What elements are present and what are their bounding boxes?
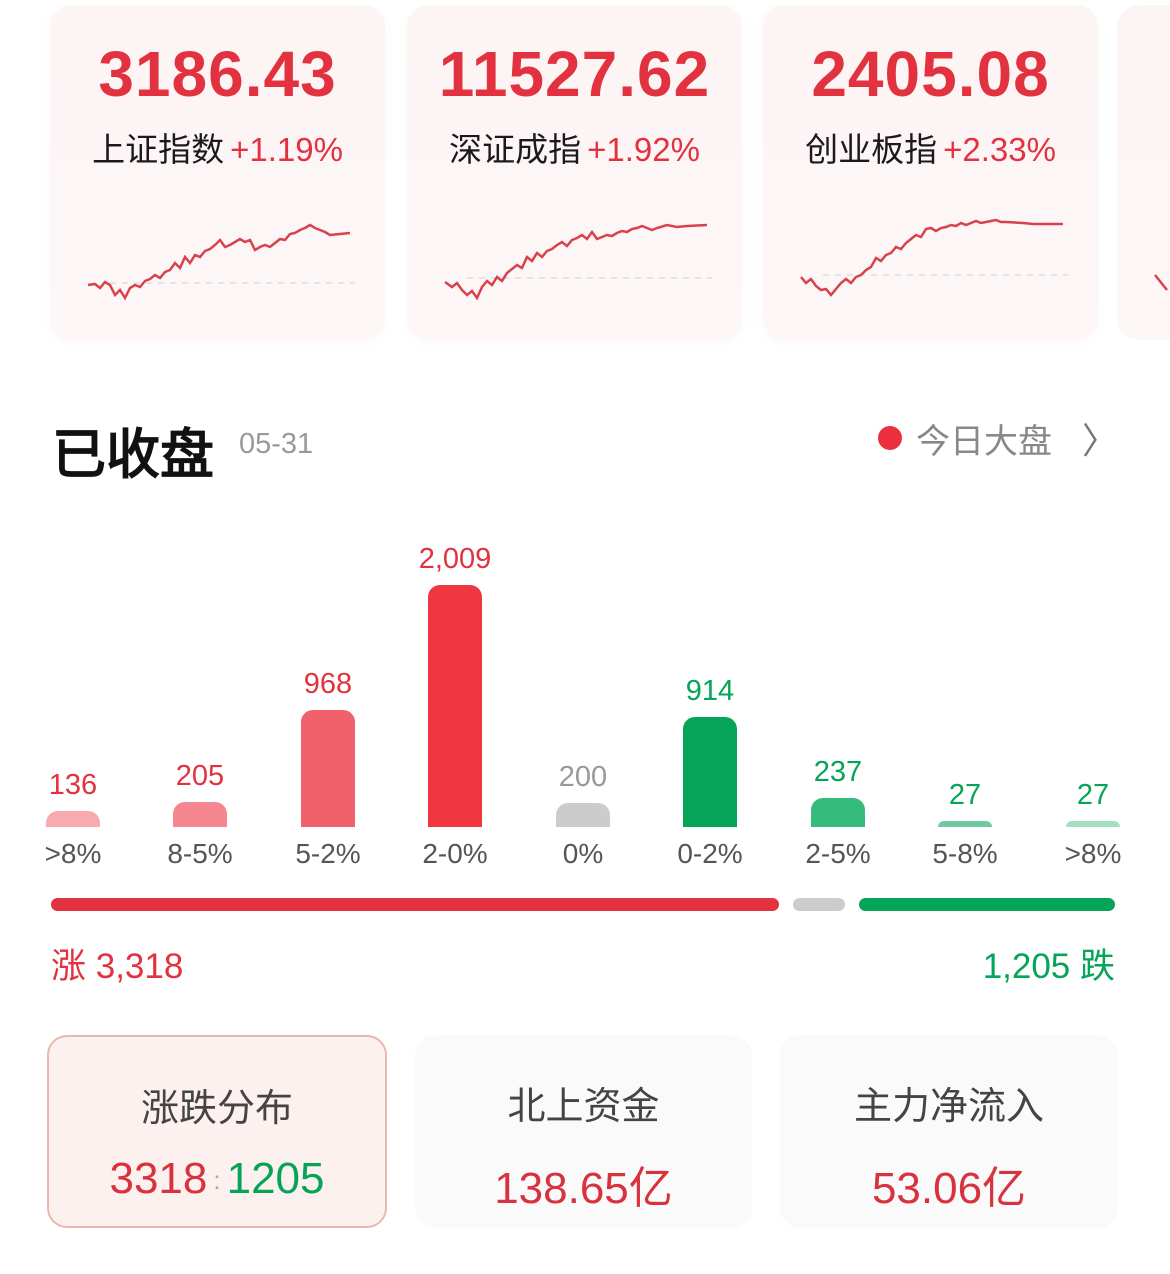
index-card-sh[interactable]: 3186.43 上证指数 +1.19%: [50, 5, 385, 340]
bar-value-label: 914: [685, 674, 735, 707]
card-title: 北上资金: [507, 1086, 660, 1128]
sparkline: [87, 223, 355, 301]
sparkline-path: [87, 223, 351, 301]
sparkline-path: [444, 223, 708, 301]
index-card-sz[interactable]: 11527.62 深证成指 +1.92%: [407, 5, 742, 340]
index-value: 3186.43: [98, 38, 337, 110]
bar-value-label: 27: [1076, 779, 1110, 811]
down-count: 1,205 跌: [982, 947, 1115, 986]
down-value: 1205: [226, 1154, 325, 1203]
index-change: +1.19%: [230, 131, 343, 168]
sparkline: [444, 223, 712, 301]
down-ratio-bar: [858, 898, 1115, 911]
bar-value-label: 2,009: [418, 543, 492, 575]
status-dot-icon: [877, 426, 902, 450]
bar[interactable]: [428, 585, 482, 827]
bar-value-label: 136: [48, 768, 98, 801]
card-value: 138.65亿: [494, 1164, 673, 1213]
card-title: 涨跌分布: [140, 1088, 293, 1130]
index-name: 创业板指: [805, 131, 938, 168]
section-title: 已收盘: [52, 425, 214, 485]
bar-value-label: 968: [303, 668, 353, 701]
ratio-separator: :: [213, 1165, 221, 1195]
sparkline-path: [800, 218, 1063, 297]
index-name: 上证指数: [92, 131, 225, 168]
index-value: 11527.62: [438, 38, 711, 110]
bar[interactable]: [556, 802, 610, 827]
bar[interactable]: [301, 710, 355, 827]
bar[interactable]: [811, 798, 865, 827]
bar[interactable]: [46, 810, 100, 827]
bar[interactable]: [1066, 821, 1120, 827]
tab-main-net-inflow[interactable]: 主力净流入 53.06亿: [780, 1035, 1118, 1228]
bar-value-label: 200: [558, 760, 608, 793]
sparkline: [800, 218, 1068, 297]
up-count: 涨 3,318: [51, 947, 184, 986]
today-market-label: 今日大盘: [915, 422, 1052, 461]
index-change: +2.33%: [943, 131, 1056, 168]
index-name: 深证成指: [449, 131, 582, 168]
flat-ratio-bar: [792, 898, 845, 911]
tab-up-down-distribution[interactable]: 涨跌分布 3318:1205: [47, 1035, 387, 1228]
bar-category-label: 5-8%: [932, 838, 998, 869]
bar-value-label: 237: [813, 756, 863, 789]
bar-category-label: 0-2%: [677, 838, 743, 869]
up-value: 3318: [109, 1154, 208, 1203]
index-card-cy[interactable]: 2405.08 创业板指 +2.33%: [763, 5, 1098, 340]
bar-category-label: 2-0%: [422, 838, 488, 869]
bar[interactable]: [683, 716, 737, 827]
bar[interactable]: [938, 821, 992, 827]
tab-northbound-funds[interactable]: 北上资金 138.65亿: [415, 1035, 752, 1228]
bar-category-label: 2-5%: [805, 838, 871, 869]
up-ratio-bar: [51, 898, 779, 911]
chevron-right-icon: 〉: [1081, 420, 1118, 461]
bar-value-label: 27: [948, 779, 982, 811]
index-value: 2405.08: [811, 38, 1050, 110]
bar-category-label: 5-2%: [295, 838, 361, 869]
today-market-link[interactable]: 今日大盘 〉: [877, 412, 1118, 464]
section-date: 05-31: [239, 428, 314, 460]
bar-category-label: >8%: [1064, 838, 1122, 869]
card-value: 53.06亿: [871, 1164, 1027, 1213]
sparkline: [1154, 274, 1168, 291]
bar-value-label: 205: [175, 760, 225, 793]
index-card-partial[interactable]: [1117, 5, 1170, 340]
card-title: 主力净流入: [853, 1086, 1044, 1128]
bar[interactable]: [173, 802, 227, 827]
index-change: +1.92%: [587, 131, 700, 168]
bar-category-label: 0%: [562, 838, 604, 869]
bar-category-label: >8%: [44, 838, 102, 869]
bar-category-label: 8-5%: [167, 838, 233, 869]
